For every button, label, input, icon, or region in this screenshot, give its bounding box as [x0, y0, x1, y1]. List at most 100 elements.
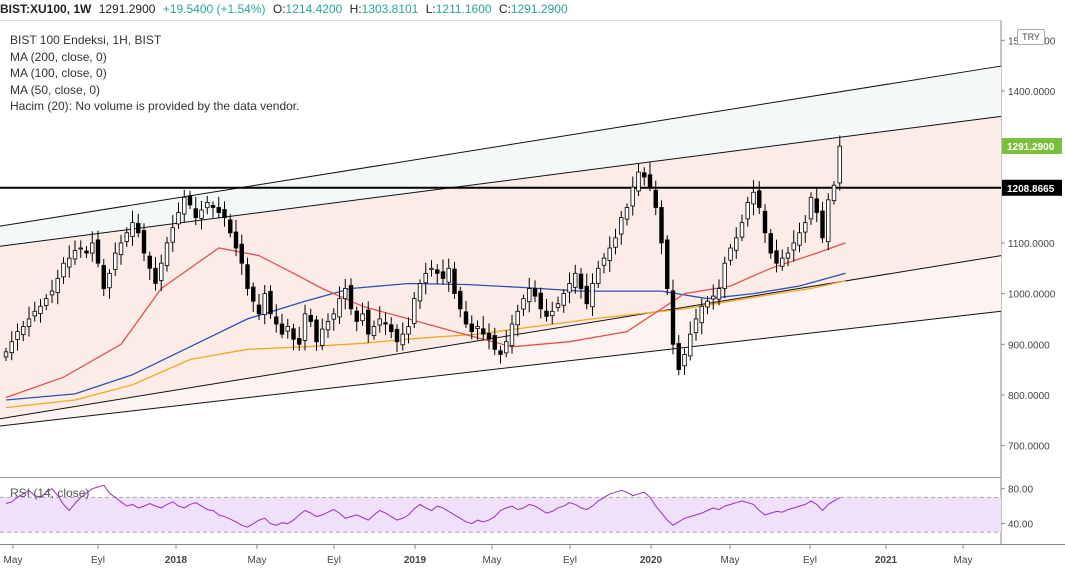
- candle-body: [584, 285, 589, 305]
- candle-body: [538, 292, 543, 310]
- candle-body: [348, 285, 354, 310]
- candle-body: [745, 201, 750, 220]
- candle-body: [601, 257, 607, 266]
- candle-body: [440, 271, 446, 279]
- candle-body: [49, 290, 55, 296]
- candle-body: [182, 196, 187, 215]
- symbol-header: BIST:XU100, 1W 1291.2900 +19.5400 (+1.54…: [0, 0, 1065, 20]
- candle-body: [44, 298, 49, 306]
- candle-body: [84, 250, 89, 254]
- candle-body: [659, 207, 664, 244]
- candle-body: [38, 305, 43, 315]
- time-tick-label: 2020: [640, 555, 663, 566]
- candle-body: [285, 326, 290, 332]
- candle-body: [113, 252, 118, 270]
- candle-body: [630, 186, 635, 207]
- candle-body: [504, 341, 509, 354]
- candle-body: [337, 298, 342, 318]
- currency-badge[interactable]: TRY: [1017, 29, 1045, 45]
- candle-body: [130, 222, 135, 238]
- candle-body: [751, 191, 756, 205]
- candle-body: [705, 300, 710, 308]
- legend-volume[interactable]: Hacim (20): No volume is provided by the…: [10, 99, 300, 113]
- candle-body: [360, 313, 365, 322]
- candle-body: [596, 267, 601, 284]
- time-tick-label: May: [248, 555, 267, 566]
- candle-body: [555, 303, 561, 308]
- price-tick-label: 700.0000: [1008, 442, 1050, 453]
- candle-body: [642, 172, 647, 178]
- candle-body: [567, 283, 572, 293]
- candle-body: [406, 326, 411, 335]
- candle-body: [314, 319, 319, 343]
- rsi-legend[interactable]: RSI (14, close): [10, 486, 90, 500]
- candle-body: [435, 269, 440, 274]
- candle-body: [521, 298, 526, 310]
- time-tick-label: 2019: [404, 555, 427, 566]
- time-tick-label: May: [721, 555, 740, 566]
- candle-body: [101, 265, 106, 289]
- candle-body: [291, 328, 296, 340]
- candle-body: [757, 190, 762, 208]
- low-value: 1211.1600: [435, 2, 492, 16]
- candle-body: [72, 250, 78, 260]
- time-tick-label: May: [4, 555, 23, 566]
- legend-ma200[interactable]: MA (200, close, 0): [10, 49, 107, 64]
- time-tick-label: Eyl: [803, 555, 817, 566]
- legend-ma100[interactable]: MA (100, close, 0): [10, 66, 107, 80]
- legend-ma50[interactable]: MA (50, close, 0): [10, 82, 101, 97]
- candle-body: [774, 250, 779, 264]
- candle-body: [711, 295, 716, 300]
- candle-body: [325, 321, 331, 331]
- high-label: H:: [349, 2, 362, 16]
- candle-body: [297, 338, 302, 345]
- symbol-interval[interactable]: BIST:XU100, 1W: [0, 2, 92, 16]
- candle-body: [768, 233, 773, 254]
- candle-body: [9, 341, 14, 354]
- candle-body: [561, 293, 566, 306]
- candle-body: [21, 326, 26, 336]
- candle-body: [780, 257, 785, 267]
- channel-upper-zone: [0, 66, 1001, 247]
- candle-body: [808, 196, 814, 220]
- candle-body: [492, 334, 497, 350]
- candle-body: [199, 209, 204, 219]
- open-value: 1214.4200: [285, 2, 343, 16]
- candle-body: [90, 242, 95, 254]
- candle-body: [400, 333, 405, 346]
- last-price-tag: [1002, 138, 1062, 155]
- candle-body: [417, 283, 423, 302]
- candle-body: [262, 293, 267, 316]
- price-tick-label: 800.0000: [1008, 391, 1050, 402]
- candle-body: [268, 290, 273, 315]
- candle-body: [578, 273, 584, 289]
- candle-body: [573, 272, 578, 288]
- candles-group: [3, 135, 842, 376]
- candle-body: [354, 310, 359, 322]
- candle-body: [118, 242, 124, 255]
- candle-body: [95, 239, 101, 264]
- candle-body: [699, 305, 704, 324]
- candle-body: [619, 217, 624, 235]
- candle-body: [624, 207, 630, 220]
- candle-body: [170, 227, 175, 243]
- legend-title[interactable]: BIST 100 Endeksi, 1H, BIST: [10, 33, 162, 47]
- candle-body: [826, 199, 831, 243]
- candle-body: [67, 257, 72, 268]
- candle-body: [279, 323, 285, 335]
- candle-body: [532, 288, 538, 297]
- price-tick-label: 1400.0000: [1008, 87, 1056, 98]
- candle-body: [728, 247, 733, 261]
- channel-outer-lower-line: [0, 310, 1002, 427]
- candle-body: [274, 316, 279, 325]
- candle-body: [803, 222, 808, 233]
- candle-body: [205, 201, 210, 209]
- channel-main-zone: [0, 116, 1001, 419]
- candle-body: [785, 252, 791, 259]
- candle-body: [32, 310, 37, 317]
- time-tick-label: May: [954, 555, 973, 566]
- candle-body: [239, 243, 244, 264]
- time-tick-label: May: [483, 555, 502, 566]
- candle-body: [475, 326, 480, 329]
